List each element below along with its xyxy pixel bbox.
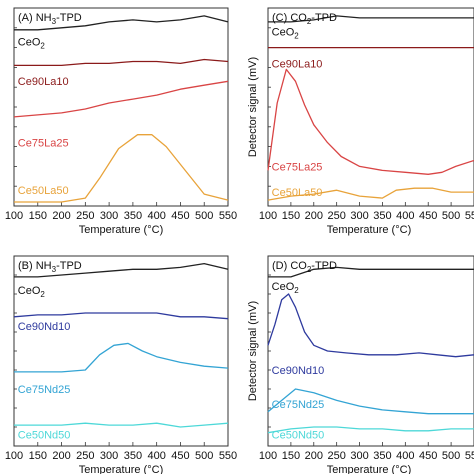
x-tick-label: 500 [195,210,213,222]
series-line-ce50la50 [267,187,474,201]
series-label-ce90la10: Ce90La10 [18,76,69,88]
x-tick-label: 150 [29,210,47,222]
chart-panel-d: 100 150 200 250 300 350 400 450 500 550 Temperatur… [247,255,474,474]
series-label-ceo2: CeO2 [272,27,300,41]
x-axis-label: Temperature (°C) [79,224,163,236]
x-tick-label: 500 [195,450,213,462]
x-tick-label: 250 [76,450,94,462]
series-line-ce90la10 [14,58,229,67]
chart-panel-c: 100 150 200 250 300 350 400 450 500 550 Temperatur… [247,7,474,236]
x-tick-label: 100 [5,450,23,462]
x-tick-label: 450 [171,450,189,462]
x-tick-label: 550 [465,450,474,462]
x-tick-label: 500 [442,450,460,462]
x-tick-label: 400 [396,450,414,462]
x-tick-label: 300 [100,210,118,222]
plot-frame [267,7,474,207]
x-tick-label: 100 [5,210,23,222]
x-tick-label: 200 [305,450,323,462]
plot-frame [267,255,474,447]
panel-title: (A) NH3-TPD [18,12,82,26]
x-tick-label: 150 [282,210,300,222]
x-tick-label: 350 [373,450,391,462]
y-axis-label: Detector signal (mV) [247,301,259,401]
x-tick-label: 100 [259,210,277,222]
x-tick-label: 250 [76,210,94,222]
panel-title: (C) CO2-TPD [272,12,337,26]
series-label-ce50la50: Ce50La50 [18,185,69,197]
x-tick-label: 450 [419,450,437,462]
x-tick-label: 350 [124,210,142,222]
series-label-ce50nd50: Ce50Nd50 [272,429,325,441]
series-label-ce90nd10: Ce90Nd10 [18,321,71,333]
x-tick-label: 350 [373,210,391,222]
plot-frame [13,7,229,207]
x-tick-label: 300 [100,450,118,462]
chart-panel-b: 100 150 200 250 300 350 400 450 500 550 Temperatur… [5,255,237,474]
x-tick-label: 150 [282,450,300,462]
panel-title: (B) NH3-TPD [18,260,82,274]
series-line-ce75nd25 [267,388,474,415]
series-label-ce75nd25: Ce75Nd25 [18,384,71,396]
plot-frame [13,255,229,447]
series-line-ceo2 [14,15,229,31]
series-label-ce90nd10: Ce90Nd10 [272,365,325,377]
series-line-ce50nd50 [267,426,474,434]
series-label-ce50nd50: Ce50Nd50 [18,429,71,441]
series-label-ce50la50: Ce50La50 [272,187,323,199]
x-tick-label: 500 [442,210,460,222]
x-tick-label: 150 [29,450,47,462]
x-axis-label: Temperature (°C) [79,464,163,474]
x-tick-label: 250 [327,450,345,462]
x-tick-label: 350 [124,450,142,462]
series-line-ce50la50 [14,134,229,203]
y-axis-label: Detector signal (mV) [247,57,259,157]
series-line-ce90nd10 [13,312,229,320]
series-label-ceo2: CeO2 [18,285,46,299]
x-axis-label: Temperature (°C) [327,464,411,474]
series-label-ce90la10: Ce90La10 [272,58,323,70]
series-label-ce75nd25: Ce75Nd25 [272,399,325,411]
series-label-ce75la25: Ce75La25 [18,138,69,150]
series-line-ceo2 [268,266,474,278]
series-line-ce75la25 [267,68,474,175]
x-tick-label: 400 [396,210,414,222]
x-tick-label: 200 [305,210,323,222]
series-line-ce50nd50 [14,422,229,428]
x-tick-label: 200 [52,450,70,462]
panel-title: (D) CO2-TPD [272,260,337,274]
x-axis-label: Temperature (°C) [327,224,411,236]
series-label-ceo2: CeO2 [18,37,46,51]
x-tick-label: 200 [52,210,70,222]
x-tick-label: 300 [350,450,368,462]
x-tick-label: 550 [219,450,237,462]
series-line-ce75la25 [13,80,229,118]
series-line-ce90nd10 [267,293,474,358]
x-tick-label: 550 [465,210,474,222]
series-line-ceo2 [14,262,229,278]
x-tick-label: 250 [327,210,345,222]
series-label-ceo2: CeO2 [272,281,300,295]
x-tick-label: 550 [219,210,237,222]
series-line-ce75nd25 [14,342,229,373]
chart-panel-a: 100 150 200 250 300 350 400 450 500 550 Temperatur… [5,7,237,236]
series-label-ce75la25: Ce75La25 [272,161,323,173]
x-tick-label: 400 [147,450,165,462]
x-tick-label: 450 [419,210,437,222]
x-tick-label: 300 [350,210,368,222]
x-tick-label: 100 [259,450,277,462]
series-line-ceo2 [268,15,474,23]
x-tick-label: 400 [147,210,165,222]
x-tick-label: 450 [171,210,189,222]
